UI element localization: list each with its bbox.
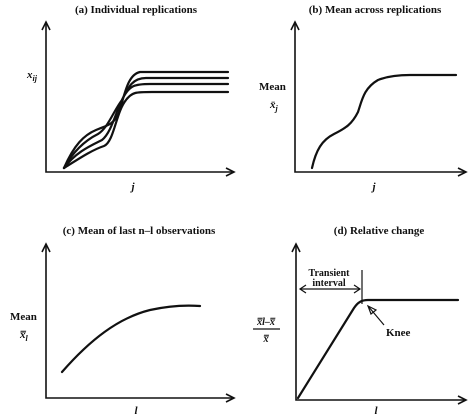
panel-b-x-arrow	[457, 167, 468, 177]
panel-a-title: (a) Individual replications	[75, 4, 198, 16]
panel-b-axes	[294, 22, 466, 173]
panel-d-y-arrow	[291, 242, 301, 253]
panel-a-curves	[62, 70, 230, 170]
annotation-transient: Transient	[309, 268, 351, 279]
panel-d-x-arrow	[457, 395, 468, 405]
panel-b-y-arrow	[290, 20, 300, 31]
panel-b: (b) Mean across replications Mean x̄j j	[259, 4, 468, 193]
replication-1-line	[62, 70, 230, 170]
panel-c-ylabel-word: Mean	[10, 311, 37, 323]
transient-interval-arrow-left-head	[298, 284, 307, 294]
relative-change-line	[296, 298, 460, 400]
panel-d-axes	[295, 244, 466, 401]
panel-a-axes	[45, 22, 234, 173]
annotation-knee: Knee	[386, 327, 411, 339]
panel-a-x-arrow	[225, 167, 236, 177]
knee-pointer-line	[367, 305, 385, 326]
panel-d-xlabel: l	[374, 405, 378, 417]
mean-across-replications-line	[310, 73, 458, 170]
panel-c-y-arrow	[41, 242, 51, 253]
panel-b-ylabel-word: Mean	[259, 81, 286, 93]
panel-a-y-arrow	[41, 20, 51, 31]
panel-b-title: (b) Mean across replications	[309, 4, 442, 16]
panel-a-xlabel: j	[129, 181, 135, 193]
panel-c-ylabel-symbol: x̿l	[19, 329, 29, 343]
panel-d-ylabel-denominator: x̿	[263, 334, 270, 345]
panel-c-xlabel: l	[134, 405, 138, 417]
panel-c-axes	[45, 244, 234, 399]
replication-2-line	[62, 76, 230, 170]
panel-b-xlabel: j	[370, 181, 376, 193]
panel-b-ylabel-symbol: x̄j	[269, 99, 279, 113]
panel-c: (c) Mean of last n–l observations Mean x…	[10, 225, 236, 417]
replication-3-line	[62, 82, 230, 170]
panel-c-x-arrow	[225, 393, 236, 403]
panel-c-title: (c) Mean of last n–l observations	[63, 225, 216, 237]
replication-4-line	[62, 90, 230, 170]
knee-pointer-head	[366, 304, 378, 315]
panel-a-ylabel: xij	[26, 69, 38, 83]
annotation-interval: interval	[312, 278, 346, 289]
panel-d-ylabel-numerator: x̿l–x̿	[256, 317, 276, 328]
panel-d: (d) Relative change x̿l–x̿ x̿ l Transien…	[253, 225, 468, 417]
mean-last-observations-line	[60, 304, 202, 374]
panel-a: (a) Individual replications xij j	[26, 4, 236, 193]
panel-d-title: (d) Relative change	[334, 225, 425, 237]
transient-interval-arrow-right-head	[353, 284, 362, 294]
